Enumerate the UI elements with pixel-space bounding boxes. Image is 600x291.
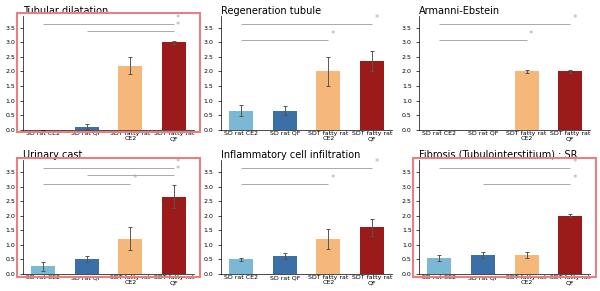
Text: Fibrosis (Tubulointerstitium) : SR: Fibrosis (Tubulointerstitium) : SR [419, 150, 578, 160]
Text: *: * [176, 158, 181, 167]
Text: Regeneration tubule: Regeneration tubule [221, 6, 322, 15]
Text: Armanni-Ebstein: Armanni-Ebstein [419, 6, 500, 15]
Text: *: * [572, 14, 577, 23]
Text: *: * [572, 174, 577, 183]
Text: *: * [331, 30, 335, 39]
Bar [74, 259, 98, 274]
Text: *: * [331, 174, 335, 183]
Bar [229, 111, 253, 129]
Bar [558, 216, 583, 274]
Bar [427, 258, 451, 274]
Text: Tubular dilatation: Tubular dilatation [23, 6, 109, 15]
Text: *: * [176, 165, 181, 174]
Bar [558, 72, 583, 129]
Bar [515, 255, 539, 274]
Text: *: * [176, 21, 181, 30]
Bar [273, 256, 297, 274]
Bar [118, 239, 142, 274]
Bar [273, 111, 297, 129]
Bar [316, 239, 340, 274]
Text: *: * [529, 30, 533, 39]
Bar [162, 42, 186, 129]
Text: *: * [133, 174, 137, 183]
Bar [360, 61, 384, 129]
Bar [118, 66, 142, 129]
Text: *: * [572, 158, 577, 167]
Bar [316, 72, 340, 129]
Bar [31, 266, 55, 274]
Bar [229, 259, 253, 274]
Text: Inflammatory cell infiltration: Inflammatory cell infiltration [221, 150, 361, 160]
Text: *: * [374, 14, 379, 23]
Bar [360, 227, 384, 274]
Bar [515, 72, 539, 129]
Text: *: * [176, 14, 181, 23]
Bar [471, 255, 495, 274]
Text: Urinary cast: Urinary cast [23, 150, 82, 160]
Bar [162, 197, 186, 274]
Text: *: * [374, 158, 379, 167]
Bar [74, 127, 98, 129]
